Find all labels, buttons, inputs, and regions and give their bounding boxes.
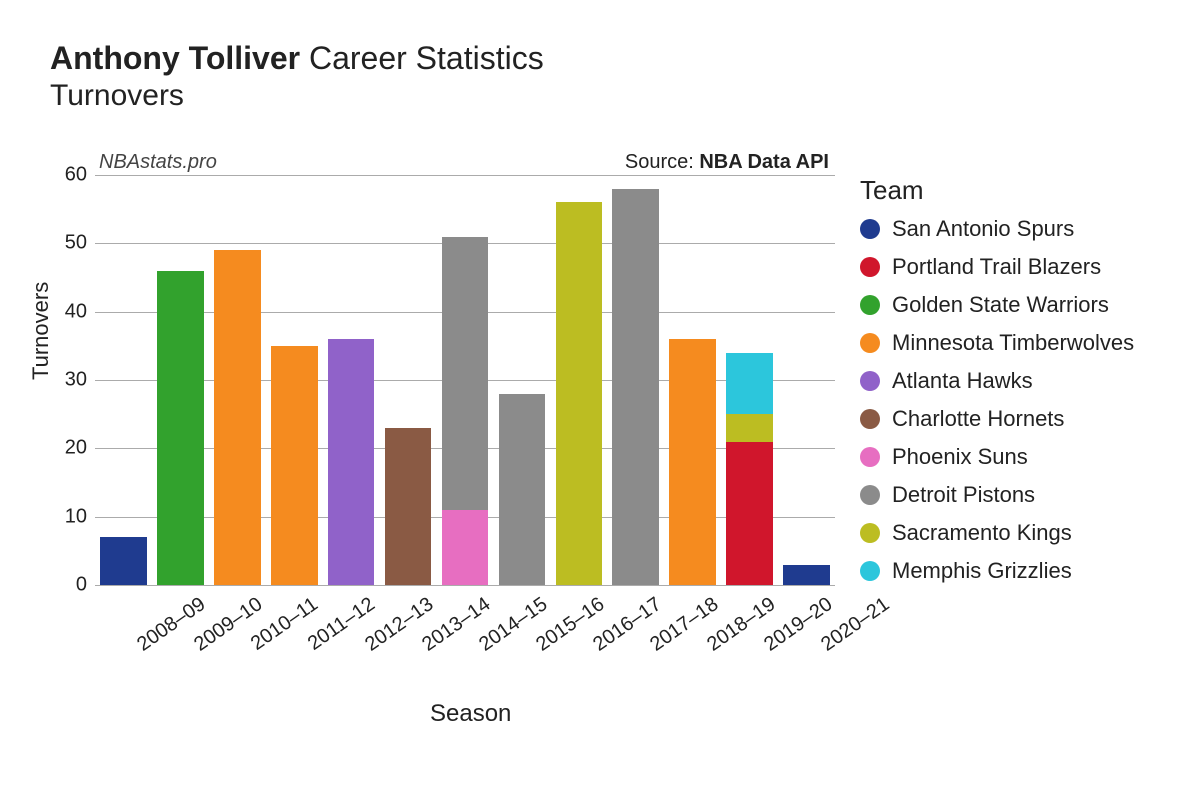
bar-segment bbox=[783, 565, 830, 586]
bar bbox=[783, 175, 830, 585]
legend-swatch bbox=[860, 371, 880, 391]
legend-label: Phoenix Suns bbox=[892, 444, 1028, 470]
legend-label: Golden State Warriors bbox=[892, 292, 1109, 318]
bar-segment bbox=[669, 339, 716, 585]
x-axis-label: Season bbox=[430, 700, 511, 728]
gridline bbox=[95, 585, 835, 586]
source-name: NBA Data API bbox=[699, 151, 829, 173]
bar-segment bbox=[100, 537, 147, 585]
watermark: NBAstats.pro bbox=[99, 151, 217, 174]
legend-item: Golden State Warriors bbox=[860, 288, 1180, 322]
bar-segment bbox=[612, 189, 659, 585]
source-label: Source: NBA Data API bbox=[625, 151, 829, 174]
legend-item: Charlotte Hornets bbox=[860, 402, 1180, 436]
bar bbox=[385, 175, 432, 585]
bar-segment bbox=[157, 271, 204, 585]
legend-label: Minnesota Timberwolves bbox=[892, 330, 1134, 356]
legend-item: San Antonio Spurs bbox=[860, 212, 1180, 246]
legend-label: Sacramento Kings bbox=[892, 520, 1072, 546]
title-suffix: Career Statistics bbox=[309, 40, 544, 76]
legend-swatch bbox=[860, 295, 880, 315]
bar-segment bbox=[328, 339, 375, 585]
bar-segment bbox=[726, 442, 773, 586]
bar-segment bbox=[556, 202, 603, 585]
legend-item: Atlanta Hawks bbox=[860, 364, 1180, 398]
legend-label: Detroit Pistons bbox=[892, 482, 1035, 508]
source-prefix: Source: bbox=[625, 151, 699, 173]
legend-label: Atlanta Hawks bbox=[892, 368, 1033, 394]
legend-label: Memphis Grizzlies bbox=[892, 558, 1072, 584]
chart-title: Anthony Tolliver Career Statistics bbox=[50, 40, 1150, 77]
plot-area: NBAstats.pro Source: NBA Data API 010203… bbox=[95, 175, 835, 585]
legend-title: Team bbox=[860, 175, 1180, 206]
legend-swatch bbox=[860, 409, 880, 429]
bar bbox=[612, 175, 659, 585]
legend-swatch bbox=[860, 561, 880, 581]
bar-segment bbox=[442, 510, 489, 585]
legend-swatch bbox=[860, 523, 880, 543]
bar bbox=[556, 175, 603, 585]
chart-subtitle: Turnovers bbox=[50, 79, 1150, 113]
player-name: Anthony Tolliver bbox=[50, 40, 300, 76]
bar-segment bbox=[385, 428, 432, 585]
legend-swatch bbox=[860, 333, 880, 353]
y-tick-label: 40 bbox=[47, 300, 87, 323]
bar-segment bbox=[726, 353, 773, 415]
bar-segment bbox=[271, 346, 318, 585]
legend-label: Portland Trail Blazers bbox=[892, 254, 1101, 280]
bar bbox=[442, 175, 489, 585]
y-tick-label: 60 bbox=[47, 164, 87, 187]
bar bbox=[214, 175, 261, 585]
legend-item: Portland Trail Blazers bbox=[860, 250, 1180, 284]
legend-swatch bbox=[860, 485, 880, 505]
legend-swatch bbox=[860, 219, 880, 239]
bar bbox=[669, 175, 716, 585]
bar-segment bbox=[499, 394, 546, 585]
bar bbox=[157, 175, 204, 585]
bar bbox=[328, 175, 375, 585]
y-axis-label: Turnovers bbox=[28, 282, 54, 380]
chart-container: Anthony Tolliver Career Statistics Turno… bbox=[50, 40, 1150, 113]
legend-item: Sacramento Kings bbox=[860, 516, 1180, 550]
y-tick-label: 0 bbox=[47, 574, 87, 597]
bar-segment bbox=[442, 237, 489, 510]
bar-segment bbox=[214, 250, 261, 585]
bar bbox=[271, 175, 318, 585]
legend-item: Memphis Grizzlies bbox=[860, 554, 1180, 585]
legend-label: Charlotte Hornets bbox=[892, 406, 1064, 432]
bar-segment bbox=[726, 414, 773, 441]
y-tick-label: 30 bbox=[47, 369, 87, 392]
legend: Team San Antonio Spurs Portland Trail Bla… bbox=[860, 175, 1180, 585]
legend-items: San Antonio Spurs Portland Trail Blazers G… bbox=[860, 212, 1180, 585]
bars-region: 01020304050602008–092009–102010–112011–1… bbox=[95, 175, 835, 585]
legend-item: Phoenix Suns bbox=[860, 440, 1180, 474]
y-tick-label: 20 bbox=[47, 437, 87, 460]
y-tick-label: 50 bbox=[47, 232, 87, 255]
legend-label: San Antonio Spurs bbox=[892, 216, 1074, 242]
y-tick-label: 10 bbox=[47, 505, 87, 528]
legend-swatch bbox=[860, 447, 880, 467]
legend-item: Minnesota Timberwolves bbox=[860, 326, 1180, 360]
legend-swatch bbox=[860, 257, 880, 277]
bar bbox=[726, 175, 773, 585]
bar bbox=[499, 175, 546, 585]
bar bbox=[100, 175, 147, 585]
legend-item: Detroit Pistons bbox=[860, 478, 1180, 512]
